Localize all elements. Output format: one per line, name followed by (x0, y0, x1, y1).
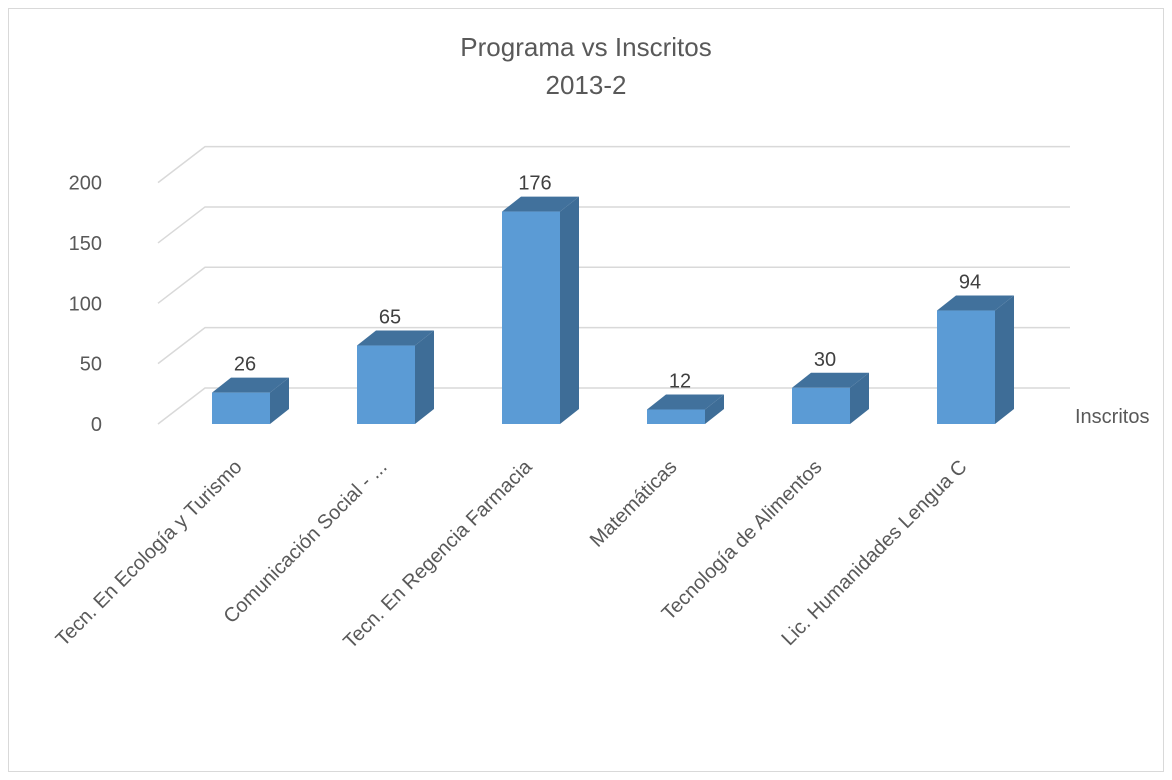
gridline (157, 266, 1070, 304)
gridline (157, 387, 1070, 425)
bar-front-face (937, 310, 995, 424)
data-label: 94 (959, 272, 981, 294)
bar-front-face (647, 409, 705, 424)
chart-subtitle: 2013-2 (545, 70, 627, 100)
bar-side-face (850, 372, 869, 424)
x-tick-label: Tecnología de Alimentos (658, 456, 827, 625)
chart-frame (8, 8, 1164, 772)
y-tick-label: 100 (69, 293, 102, 315)
bar-top-face (937, 295, 1014, 311)
bar-front-face (357, 345, 415, 424)
bar-front-face (212, 392, 270, 424)
bar (502, 196, 579, 424)
bar-top-face (502, 196, 579, 212)
bar-front-face (792, 387, 850, 424)
bar-side-face (415, 330, 434, 424)
bar (937, 295, 1014, 424)
bar (212, 377, 289, 424)
y-tick-label: 200 (69, 173, 102, 195)
bar-top-face (647, 394, 724, 410)
bar-top-face (792, 372, 869, 388)
data-label: 65 (379, 307, 401, 329)
bar-side-face (560, 196, 579, 424)
bar-side-face (270, 377, 289, 424)
y-tick-label: 150 (69, 233, 102, 255)
x-tick-label: Tecn. En Ecología y Turismo (52, 456, 247, 651)
data-label: 26 (234, 354, 256, 376)
bar (357, 330, 434, 424)
bar-top-face (212, 377, 289, 393)
bar-top-face (357, 330, 434, 346)
bar-side-face (995, 295, 1014, 424)
gridline (157, 206, 1070, 244)
bar-front-face (502, 211, 560, 424)
gridline (157, 145, 1070, 184)
legend-series-label: Inscritos (1075, 406, 1149, 428)
y-tick-label: 0 (91, 414, 102, 436)
data-label: 12 (669, 371, 691, 393)
x-tick-label: Comunicación Social - ... (220, 456, 392, 628)
data-label: 176 (518, 173, 551, 195)
gridline (157, 326, 1070, 365)
bar-side-face (705, 394, 724, 424)
chart-title: Programa vs Inscritos (460, 32, 712, 62)
y-tick-label: 50 (80, 354, 102, 376)
bar (647, 394, 724, 424)
bar (792, 372, 869, 424)
x-tick-label: Matemáticas (586, 456, 682, 552)
data-label: 30 (814, 349, 836, 371)
